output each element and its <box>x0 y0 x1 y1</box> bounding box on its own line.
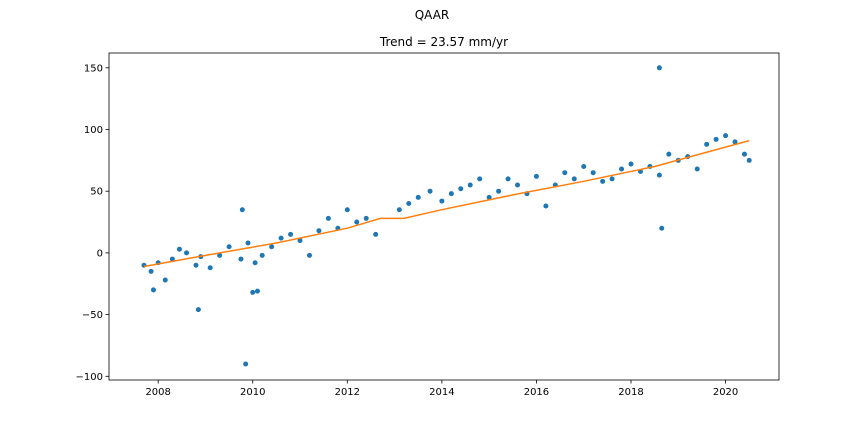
x-tick-label: 2016 <box>524 387 549 398</box>
trend-line-group <box>143 139 750 268</box>
trend-line <box>143 139 750 268</box>
x-axis: 2008 2010 2012 2014 2016 2018 2020 <box>145 380 738 398</box>
chart-title: Trend = 23.57 mm/yr <box>379 35 508 49</box>
scatter-point <box>694 166 700 172</box>
scatter-point <box>505 176 511 182</box>
scatter-point <box>656 172 662 178</box>
scatter-point <box>562 170 568 176</box>
y-tick-label: 100 <box>84 125 103 136</box>
scatter-point <box>245 240 251 246</box>
outlier-points <box>150 65 665 367</box>
scatter-point <box>486 194 492 200</box>
scatter-point <box>306 252 312 258</box>
scatter-point <box>533 173 539 179</box>
plot-frame <box>108 52 780 381</box>
scatter-point <box>746 157 752 163</box>
x-tick-label: 2008 <box>145 387 170 398</box>
scatter-point <box>297 238 303 244</box>
scatter-point <box>515 182 521 188</box>
scatter-point <box>496 188 502 194</box>
y-tick-label: 0 <box>97 248 103 259</box>
y-tick-label: −50 <box>82 310 103 321</box>
scatter-point <box>184 250 190 256</box>
scatter-point <box>354 219 360 225</box>
x-tick-label: 2014 <box>429 387 454 398</box>
outlier-point <box>150 287 156 293</box>
scatter-point <box>415 194 421 200</box>
scatter-point <box>609 176 615 182</box>
scatter-point <box>373 231 379 237</box>
scatter-point <box>406 201 412 207</box>
scatter-point <box>162 277 168 283</box>
scatter-point <box>396 207 402 213</box>
scatter-point <box>344 207 350 213</box>
scatter-point <box>217 252 223 258</box>
x-tick-label: 2018 <box>618 387 643 398</box>
scatter-point <box>448 191 454 197</box>
x-tick-label: 2010 <box>240 387 265 398</box>
scatter-point <box>363 215 369 221</box>
y-tick-label: 150 <box>84 63 103 74</box>
outlier-point <box>250 289 256 295</box>
outlier-point <box>195 307 201 313</box>
y-tick-label: −100 <box>76 372 103 383</box>
outlier-point <box>254 288 260 294</box>
plot-area: 2008 2010 2012 2014 2016 2018 2020 −100 −50 0 50 1… <box>76 52 780 398</box>
outlier-point <box>243 361 249 367</box>
scatter-point <box>288 231 294 237</box>
scatter-point <box>226 244 232 250</box>
scatter-point <box>316 228 322 234</box>
scatter-point <box>427 188 433 194</box>
outlier-point <box>239 207 245 213</box>
scatter-point <box>278 235 284 241</box>
scatter-point <box>477 176 483 182</box>
scatter-point <box>148 268 154 274</box>
scatter-point <box>193 262 199 268</box>
x-tick-label: 2020 <box>713 387 738 398</box>
scatter-point <box>467 182 473 188</box>
scatter-point <box>207 265 213 271</box>
outlier-point <box>659 225 665 231</box>
scatter-point <box>141 262 147 268</box>
scatter-point <box>543 203 549 209</box>
scatter-point <box>259 252 265 258</box>
scatter-point <box>666 151 672 157</box>
scatter-point <box>252 260 258 266</box>
scatter-point <box>590 170 596 176</box>
scatter-point <box>732 139 738 145</box>
y-tick-label: 50 <box>90 187 103 198</box>
scatter-point <box>741 151 747 157</box>
outlier-point <box>656 65 662 71</box>
scatter-point <box>325 215 331 221</box>
x-tick-label: 2012 <box>335 387 360 398</box>
scatter-point <box>269 244 275 250</box>
scatter-point <box>713 136 719 142</box>
figure-suptitle: QAAR <box>415 8 450 22</box>
scatter-point <box>571 176 577 182</box>
scatter-point <box>439 198 445 204</box>
scatter-point <box>723 133 729 139</box>
scatter-point <box>600 178 606 184</box>
scatter-point <box>169 256 175 262</box>
scatter-point <box>704 141 710 147</box>
scatter-point <box>619 166 625 172</box>
y-axis: −100 −50 0 50 100 150 <box>76 63 109 383</box>
scatter-point <box>238 256 244 262</box>
scatter-point <box>581 164 587 170</box>
scatter-point <box>176 246 182 252</box>
scatter-point <box>628 161 634 167</box>
scatter-point <box>458 186 464 192</box>
